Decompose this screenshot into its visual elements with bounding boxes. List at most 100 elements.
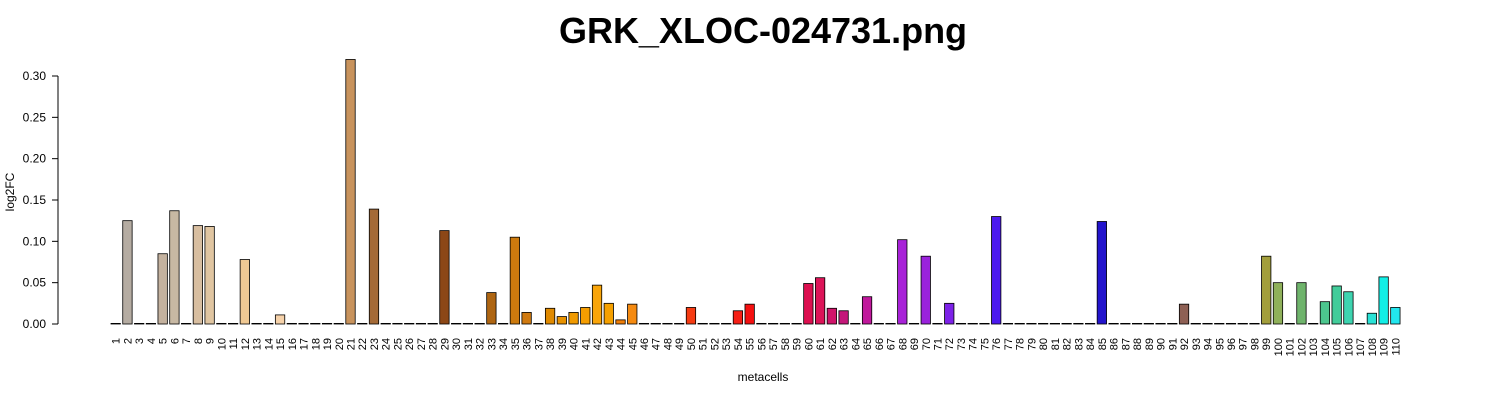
x-tick-label: 82 — [1062, 338, 1074, 350]
bar-110 — [1390, 307, 1401, 325]
bar-47 — [650, 322, 661, 325]
bar-53 — [721, 322, 732, 325]
x-tick-label: 72 — [944, 338, 956, 350]
x-tick-label: 95 — [1214, 338, 1226, 350]
bars — [110, 59, 1401, 325]
bar-107 — [1355, 322, 1366, 325]
bar-40 — [568, 312, 579, 325]
bar-30 — [451, 322, 462, 325]
bar-29 — [439, 230, 450, 325]
x-tick-label: 84 — [1085, 338, 1097, 350]
bar-100 — [1272, 282, 1284, 325]
y-axis-label: log2FC — [3, 172, 17, 211]
bar-27 — [415, 322, 427, 325]
x-tick-label: 73 — [956, 338, 968, 350]
x-tick-label: 12 — [240, 338, 252, 350]
x-tick-label: 62 — [827, 338, 839, 350]
x-tick-label: 4 — [146, 338, 158, 344]
x-tick-label: 3 — [134, 338, 146, 344]
x-tick-label: 43 — [604, 338, 616, 350]
bar-109 — [1378, 276, 1389, 325]
x-tick-label: 99 — [1261, 338, 1273, 350]
bar-71 — [932, 322, 943, 325]
x-tick-label: 18 — [310, 338, 322, 350]
x-tick-label: 57 — [768, 338, 780, 350]
bar-3 — [134, 322, 145, 325]
x-tick-label: 63 — [839, 338, 851, 350]
x-tick-label: 88 — [1132, 338, 1144, 350]
x-tick-label: 24 — [381, 338, 393, 350]
x-tick-label: 74 — [968, 338, 980, 350]
x-tick-label: 7 — [181, 338, 193, 344]
x-tick-label: 59 — [792, 338, 804, 350]
bar-84 — [1085, 322, 1096, 325]
chart-title: GRK_XLOC-024731.png — [559, 10, 967, 51]
bar-102 — [1296, 282, 1307, 325]
bar-72 — [944, 302, 955, 325]
x-tick-label: 101 — [1285, 338, 1297, 356]
x-tick-label: 10 — [216, 338, 228, 350]
bar-25 — [392, 322, 403, 325]
x-tick-label: 65 — [862, 338, 874, 350]
x-tick-label: 60 — [803, 338, 815, 350]
x-tick-label: 5 — [158, 338, 170, 344]
y-tick-label: 0.00 — [23, 317, 47, 331]
x-tick-label: 20 — [334, 338, 346, 350]
bar-24 — [380, 322, 391, 325]
bar-78 — [1014, 322, 1025, 325]
x-tick-label: 34 — [498, 338, 510, 350]
bar-7 — [181, 322, 192, 325]
x-tick-label: 61 — [815, 338, 827, 350]
x-tick-label: 78 — [1015, 338, 1027, 350]
y-tick-label: 0.30 — [23, 69, 47, 83]
bar-39 — [556, 316, 567, 325]
y-axis: 0.00 0.05 0.10 0.15 0.20 0.25 0.30 — [23, 69, 59, 331]
bar-22 — [357, 322, 368, 325]
bar-34 — [498, 322, 509, 325]
x-tick-label: 13 — [252, 338, 264, 350]
bar-20 — [333, 322, 344, 325]
x-tick-label: 108 — [1367, 338, 1379, 356]
bar-51 — [697, 322, 708, 325]
x-tick-label: 56 — [756, 338, 768, 350]
bar-21 — [345, 59, 356, 325]
x-tick-label: 50 — [686, 338, 698, 350]
bar-76 — [991, 216, 1002, 325]
bar-60 — [803, 283, 814, 325]
bar-79 — [1026, 322, 1037, 325]
x-tick-label: 90 — [1156, 338, 1168, 350]
bar-97 — [1237, 322, 1248, 325]
bar-32 — [474, 322, 485, 325]
bar-23 — [368, 208, 380, 325]
bar-28 — [427, 322, 438, 325]
bar-93 — [1190, 322, 1201, 325]
bar-62 — [826, 307, 837, 325]
x-tick-label: 36 — [522, 338, 534, 350]
bar-105 — [1331, 285, 1342, 325]
x-tick-label: 40 — [569, 338, 581, 350]
x-tick-label: 79 — [1026, 338, 1038, 350]
bar-45 — [627, 303, 638, 325]
x-tick-label: 89 — [1144, 338, 1156, 350]
x-tick-label: 27 — [416, 338, 428, 350]
bar-50 — [685, 307, 697, 325]
x-tick-label: 86 — [1109, 338, 1121, 350]
bar-52 — [709, 322, 720, 325]
bar-87 — [1120, 322, 1131, 325]
x-tick-label: 104 — [1320, 338, 1332, 356]
bar-19 — [321, 322, 333, 325]
x-tick-label: 35 — [510, 338, 522, 350]
x-tick-label: 52 — [709, 338, 721, 350]
x-tick-label: 98 — [1249, 338, 1261, 350]
x-tick-label: 9 — [205, 338, 217, 344]
bar-103 — [1308, 322, 1319, 325]
x-tick-label: 1 — [111, 338, 123, 344]
x-tick-label: 8 — [193, 338, 205, 344]
x-tick-label: 67 — [886, 338, 898, 350]
bar-90 — [1155, 322, 1166, 325]
x-tick-label: 41 — [580, 338, 592, 350]
bar-91 — [1167, 322, 1178, 325]
x-tick-label: 94 — [1203, 338, 1215, 350]
bar-94 — [1202, 322, 1213, 325]
bar-10 — [216, 322, 227, 325]
